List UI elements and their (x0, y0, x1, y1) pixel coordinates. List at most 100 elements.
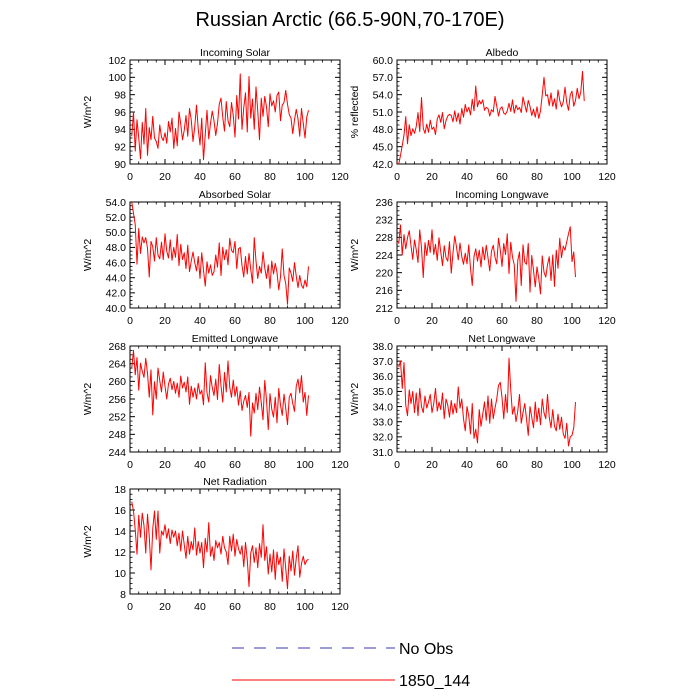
x-tick-label: 60 (496, 171, 508, 183)
y-tick-label: 35.0 (373, 386, 394, 398)
y-tick-label: 34.0 (373, 401, 394, 413)
x-tick-label: 20 (159, 459, 171, 471)
y-tick-label: 32.0 (373, 432, 394, 444)
x-tick-label: 60 (229, 601, 241, 613)
panel-title: Emitted Longwave (192, 333, 279, 345)
y-tick-label: 36.0 (373, 371, 394, 383)
series-line-1850_144 (398, 224, 576, 302)
x-tick-label: 0 (127, 171, 133, 183)
y-tick-label: 44.0 (106, 273, 127, 285)
y-tick-label: 216 (375, 285, 393, 297)
x-tick-label: 0 (394, 171, 400, 183)
y-tick-label: 54.0 (106, 197, 127, 209)
y-tick-label: 42.0 (373, 159, 394, 171)
x-tick-label: 120 (598, 315, 616, 327)
x-tick-label: 100 (296, 601, 314, 613)
y-axis-label: W/m^2 (349, 383, 361, 416)
y-tick-label: 48.0 (106, 242, 127, 254)
plot-frame (129, 201, 341, 309)
y-tick-label: 252 (108, 411, 126, 423)
x-tick-label: 40 (194, 459, 206, 471)
x-tick-label: 100 (563, 171, 581, 183)
panel-emitted-longwave: 0 20 40 60 80 100 120 244 248 252 256 260 264 268 Emit… (82, 333, 349, 471)
x-tick-label: 20 (426, 171, 438, 183)
x-tick-label: 80 (264, 171, 276, 183)
panel-incoming-longwave: 0 20 40 60 80 100 120 212 216 220 224 228 232 236 Inco… (349, 189, 616, 327)
y-tick-label: 232 (375, 214, 393, 226)
plot-frame (129, 488, 341, 595)
y-tick-label: 248 (108, 429, 126, 441)
x-tick-label: 60 (229, 171, 241, 183)
x-tick-label: 120 (331, 459, 349, 471)
y-axis-label: W/m^2 (82, 96, 94, 129)
y-tick-label: 256 (108, 394, 126, 406)
panel-net-longwave: 0 20 40 60 80 100 120 31.0 32.0 33.0 34.0 35.0 36.0 3… (349, 333, 616, 471)
y-tick-label: 8 (120, 589, 126, 601)
y-tick-label: 268 (108, 341, 126, 353)
y-tick-label: 52.0 (106, 212, 127, 224)
y-tick-label: 37.0 (373, 356, 394, 368)
x-tick-label: 100 (296, 171, 314, 183)
x-tick-label: 120 (331, 315, 349, 327)
y-axis-label: W/m^2 (82, 525, 94, 558)
x-tick-label: 0 (394, 315, 400, 327)
y-tick-label: 212 (375, 303, 393, 315)
legend-label: No Obs (399, 641, 453, 658)
y-tick-label: 16 (114, 505, 126, 517)
y-tick-label: 12 (114, 547, 126, 559)
x-tick-label: 40 (194, 601, 206, 613)
y-tick-label: 236 (375, 197, 393, 209)
plot-frame (396, 59, 608, 165)
y-tick-label: 45.0 (373, 141, 394, 153)
panel-title: Albedo (486, 47, 519, 59)
y-tick-label: 42.0 (106, 288, 127, 300)
x-tick-label: 60 (496, 459, 508, 471)
y-tick-label: 51.0 (373, 107, 394, 119)
x-tick-label: 80 (531, 459, 543, 471)
y-tick-label: 244 (108, 447, 126, 459)
series-line-1850_144 (131, 501, 309, 590)
figure-title: Russian Arctic (66.5-90N,70-170E) (195, 9, 505, 31)
x-tick-label: 120 (598, 171, 616, 183)
panel-title: Absorbed Solar (199, 189, 272, 201)
y-tick-label: 100 (108, 72, 126, 84)
panel-title: Net Longwave (468, 333, 535, 345)
y-tick-label: 54.0 (373, 89, 394, 101)
y-tick-label: 33.0 (373, 417, 394, 429)
y-tick-label: 260 (108, 376, 126, 388)
x-tick-label: 0 (127, 459, 133, 471)
series-line-1850_144 (398, 71, 585, 165)
x-tick-label: 60 (229, 315, 241, 327)
y-axis-label: % reflected (349, 86, 361, 139)
y-tick-label: 96 (114, 107, 126, 119)
panel-title: Incoming Solar (200, 47, 271, 59)
y-axis-label: W/m^2 (349, 239, 361, 272)
x-tick-label: 120 (331, 171, 349, 183)
x-tick-label: 40 (194, 315, 206, 327)
panel-net-radiation: 0 20 40 60 80 100 120 8 10 12 14 16 18 Net Radiation W… (82, 476, 349, 613)
y-tick-label: 48.0 (373, 124, 394, 136)
panel-title: Net Radiation (203, 476, 267, 488)
x-tick-label: 120 (598, 459, 616, 471)
y-axis-label: W/m^2 (82, 239, 94, 272)
x-tick-label: 100 (296, 315, 314, 327)
x-tick-label: 80 (264, 315, 276, 327)
x-tick-label: 40 (461, 459, 473, 471)
x-tick-label: 0 (127, 315, 133, 327)
x-tick-label: 0 (127, 601, 133, 613)
y-tick-label: 40.0 (106, 303, 127, 315)
y-axis-label: W/m^2 (82, 383, 94, 416)
y-tick-label: 98 (114, 89, 126, 101)
panel-title: Incoming Longwave (455, 189, 549, 201)
x-tick-label: 60 (496, 315, 508, 327)
y-tick-label: 14 (114, 526, 126, 538)
y-tick-label: 10 (114, 568, 126, 580)
x-tick-label: 120 (331, 601, 349, 613)
panel-absorbed-solar: 0 20 40 60 80 100 120 40.0 42.0 44.0 46.0 48.0 50.0 5… (82, 189, 349, 327)
y-tick-label: 18 (114, 484, 126, 496)
series-line-1850_144 (131, 73, 309, 161)
y-tick-label: 94 (114, 124, 126, 136)
y-tick-label: 38.0 (373, 341, 394, 353)
y-tick-label: 92 (114, 141, 126, 153)
